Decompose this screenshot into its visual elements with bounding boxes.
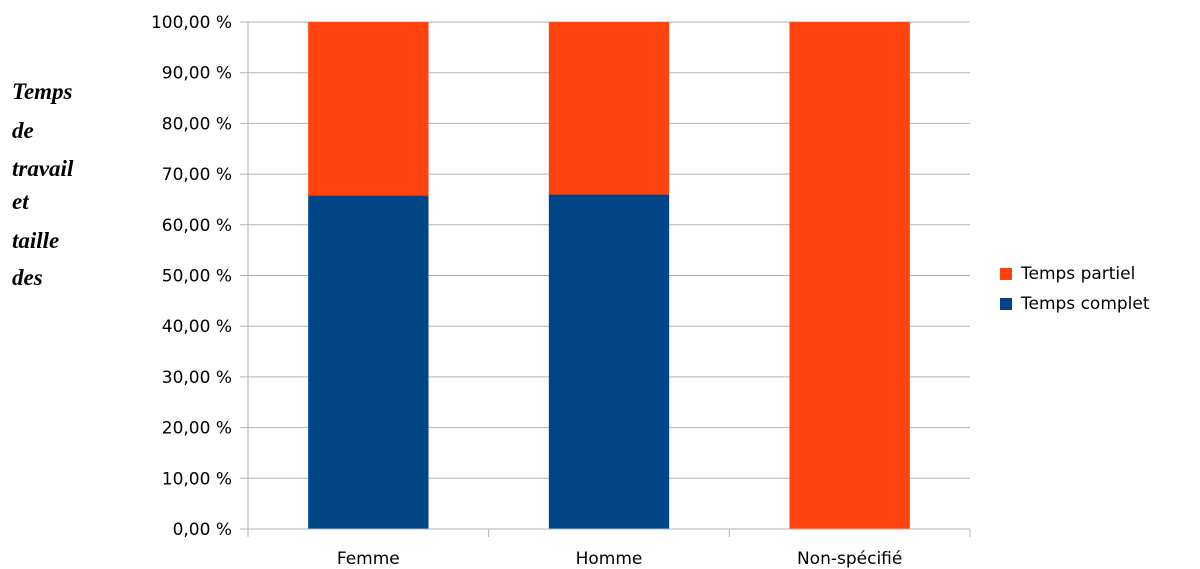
y-tick-label: 30,00 % xyxy=(162,368,232,388)
y-tick-label: 0,00 % xyxy=(173,520,232,540)
legend-item-temps-partiel: Temps partiel xyxy=(1000,259,1150,289)
bar-temps-complet xyxy=(548,194,670,529)
legend: Temps partiel Temps complet xyxy=(1000,259,1150,319)
y-axis-label-line: des xyxy=(12,265,43,290)
x-tick-label: Femme xyxy=(337,549,400,569)
y-axis-label-line: de xyxy=(12,118,34,143)
y-tick-label: 60,00 % xyxy=(162,216,232,236)
legend-item-temps-complet: Temps complet xyxy=(1000,289,1150,319)
legend-swatch xyxy=(1000,298,1012,310)
y-axis-label-line: travail xyxy=(12,156,74,181)
x-tick-label: Non-spécifié xyxy=(797,549,902,569)
legend-label: Temps partiel xyxy=(1021,264,1136,284)
y-axis-label-line: Temps xyxy=(12,79,73,104)
y-tick-label: 10,00 % xyxy=(162,469,232,489)
legend-label: Temps complet xyxy=(1021,294,1150,314)
y-tick-label: 40,00 % xyxy=(162,317,232,337)
bar-temps-partiel xyxy=(789,22,910,529)
y-tick-label: 50,00 % xyxy=(162,267,232,287)
y-tick-label: 80,00 % xyxy=(162,114,232,134)
x-tick-label: Homme xyxy=(576,549,643,569)
legend-swatch xyxy=(1000,268,1012,280)
y-tick-label: 70,00 % xyxy=(162,165,232,185)
y-axis-label-line: taille xyxy=(12,228,60,253)
bar-temps-partiel xyxy=(308,22,429,196)
y-tick-label: 90,00 % xyxy=(162,64,232,84)
y-axis-label-line: et xyxy=(12,189,29,214)
bar-temps-complet xyxy=(308,195,429,530)
bar-temps-partiel xyxy=(548,22,670,195)
y-tick-label: 20,00 % xyxy=(162,419,232,439)
y-tick-label: 100,00 % xyxy=(151,13,232,33)
